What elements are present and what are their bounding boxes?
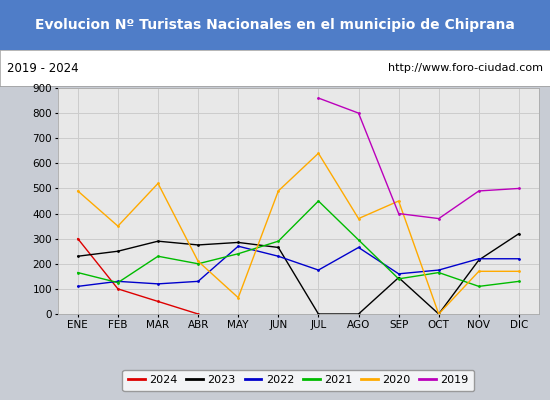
Text: Evolucion Nº Turistas Nacionales en el municipio de Chiprana: Evolucion Nº Turistas Nacionales en el m… [35, 18, 515, 32]
Legend: 2024, 2023, 2022, 2021, 2020, 2019: 2024, 2023, 2022, 2021, 2020, 2019 [123, 370, 474, 391]
Text: 2019 - 2024: 2019 - 2024 [7, 62, 78, 74]
Text: http://www.foro-ciudad.com: http://www.foro-ciudad.com [388, 63, 543, 73]
